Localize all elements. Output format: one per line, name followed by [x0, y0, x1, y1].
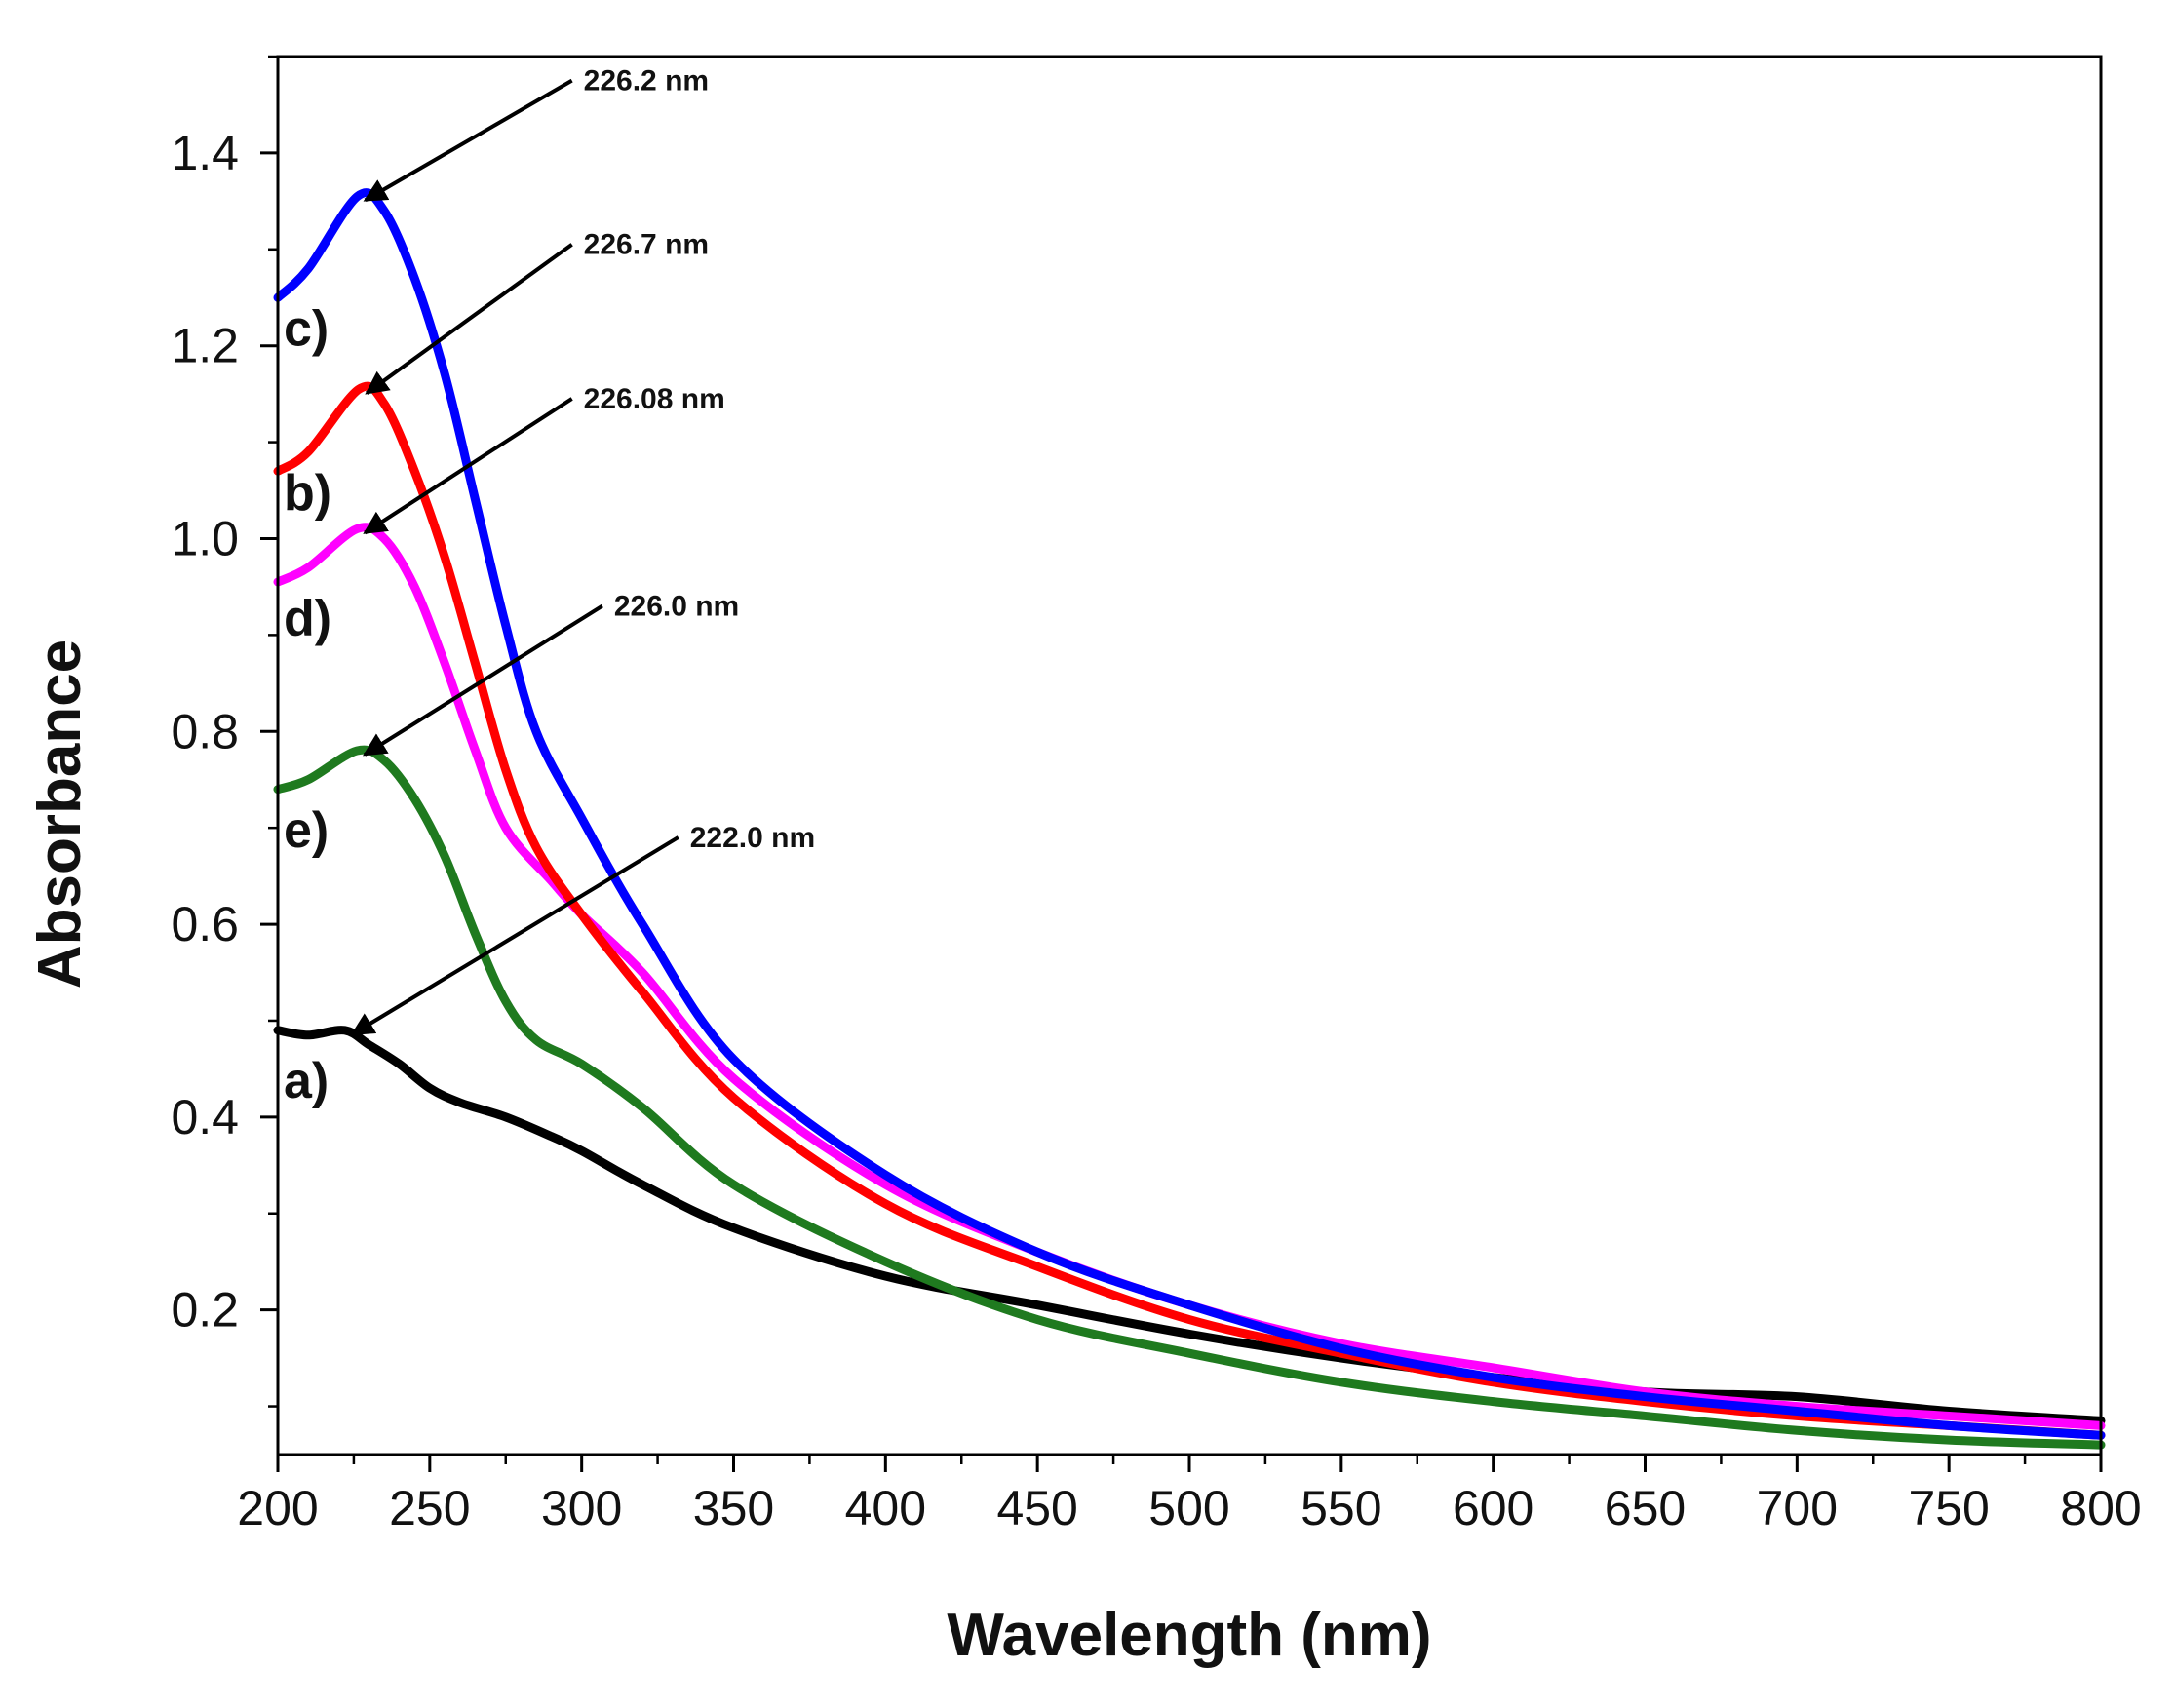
series-label: a)	[284, 1053, 329, 1109]
x-axis-title: Wavelength (nm)	[947, 1602, 1431, 1669]
series-line-4	[273, 381, 2106, 1440]
annotation-label: 222.0 nm	[690, 822, 815, 854]
x-tick-label: 750	[1908, 1481, 1989, 1535]
series-line-5	[273, 188, 2106, 1440]
x-tick-label: 650	[1605, 1481, 1686, 1535]
series-layer	[273, 188, 2106, 1450]
x-tick-label: 450	[996, 1481, 1077, 1535]
annotation-label: 226.08 nm	[584, 383, 725, 415]
y-tick-label: 0.8	[171, 704, 239, 758]
x-tick-label: 700	[1757, 1481, 1838, 1535]
series-line-3	[273, 523, 2106, 1430]
series-line-2	[273, 745, 2106, 1450]
x-axis: 200 250 300 350 400 450 500 550 600 650 700 750 800	[237, 1455, 2142, 1535]
annotation-label: 226.7 nm	[584, 229, 709, 261]
annotation-arrow	[363, 397, 573, 535]
x-tick-label: 350	[693, 1481, 774, 1535]
series-label: b)	[284, 465, 331, 522]
series-label: c)	[284, 301, 329, 358]
annotation-arrow	[363, 78, 573, 203]
annotation-arrow	[365, 243, 573, 395]
x-tick-label: 250	[389, 1481, 470, 1535]
y-tick-label: 1.4	[171, 126, 239, 180]
y-tick-label: 0.4	[171, 1090, 239, 1145]
y-tick-label: 0.6	[171, 897, 239, 951]
x-tick-label: 800	[2060, 1481, 2141, 1535]
x-tick-label: 600	[1453, 1481, 1533, 1535]
y-tick-label: 0.2	[171, 1283, 239, 1338]
y-tick-label: 1.0	[171, 511, 239, 565]
x-tick-label: 500	[1148, 1481, 1229, 1535]
annotation-arrow	[362, 603, 603, 757]
x-tick-label: 300	[541, 1481, 622, 1535]
annotation-arrow	[350, 835, 679, 1036]
y-axis: 0.2 0.4 0.6 0.8 1.0 1.2 1.4	[171, 55, 278, 1408]
x-tick-label: 200	[237, 1481, 318, 1535]
x-tick-label: 400	[845, 1481, 926, 1535]
peak-annotations: 226.2 nm 226.7 nm 226.08 nm 226.0 nm 222.0 n…	[350, 65, 815, 1036]
series-label: d)	[284, 590, 331, 646]
annotation-label: 226.2 nm	[584, 65, 709, 97]
series-labels: c) b) d) e) a)	[284, 301, 331, 1109]
y-axis-title: Absorbance	[26, 640, 94, 989]
annotation-label: 226.0 nm	[614, 591, 739, 623]
x-tick-label: 550	[1301, 1481, 1381, 1535]
y-tick-label: 1.2	[171, 319, 239, 373]
series-label: e)	[284, 802, 329, 859]
